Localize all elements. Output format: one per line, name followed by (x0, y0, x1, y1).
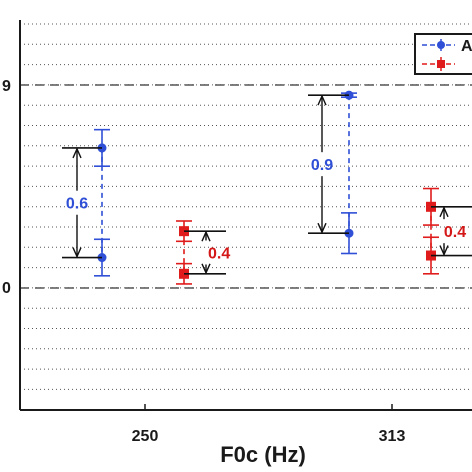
grid (20, 23, 472, 390)
legend-label: A (461, 38, 472, 55)
arrow-head (439, 245, 449, 257)
arrow-head (439, 206, 449, 218)
legend: A (414, 33, 472, 75)
data-marks (94, 90, 439, 285)
difference-label: 0.4 (444, 224, 466, 241)
arrow-head (201, 263, 211, 275)
difference-label: 0.6 (66, 196, 88, 213)
difference-label: 0.9 (311, 157, 333, 174)
legend-entry-blue: A (422, 38, 472, 55)
x-axis-title: F0c (Hz) (220, 442, 306, 467)
legend-marker-square (437, 60, 445, 68)
arrow-head (201, 230, 211, 242)
legend-entry-red (422, 57, 455, 71)
axes (19, 20, 472, 411)
difference-label: 0.4 (208, 245, 230, 262)
x-ticks: 250 313 (132, 404, 406, 445)
arrow-head (72, 247, 82, 259)
arrow-head (317, 222, 327, 234)
x-tick-label: 313 (379, 428, 406, 445)
y-ticks: 9 0 (2, 78, 11, 297)
y-tick-label: 9 (2, 78, 11, 95)
y-tick-label: 0 (2, 280, 11, 297)
arrow-head (72, 147, 82, 159)
arrow-head (317, 94, 327, 106)
annotations: 0.6 0.4 0.9 0.4 (62, 94, 472, 275)
x-tick-label: 250 (132, 428, 159, 445)
legend-marker-circle (437, 41, 445, 49)
